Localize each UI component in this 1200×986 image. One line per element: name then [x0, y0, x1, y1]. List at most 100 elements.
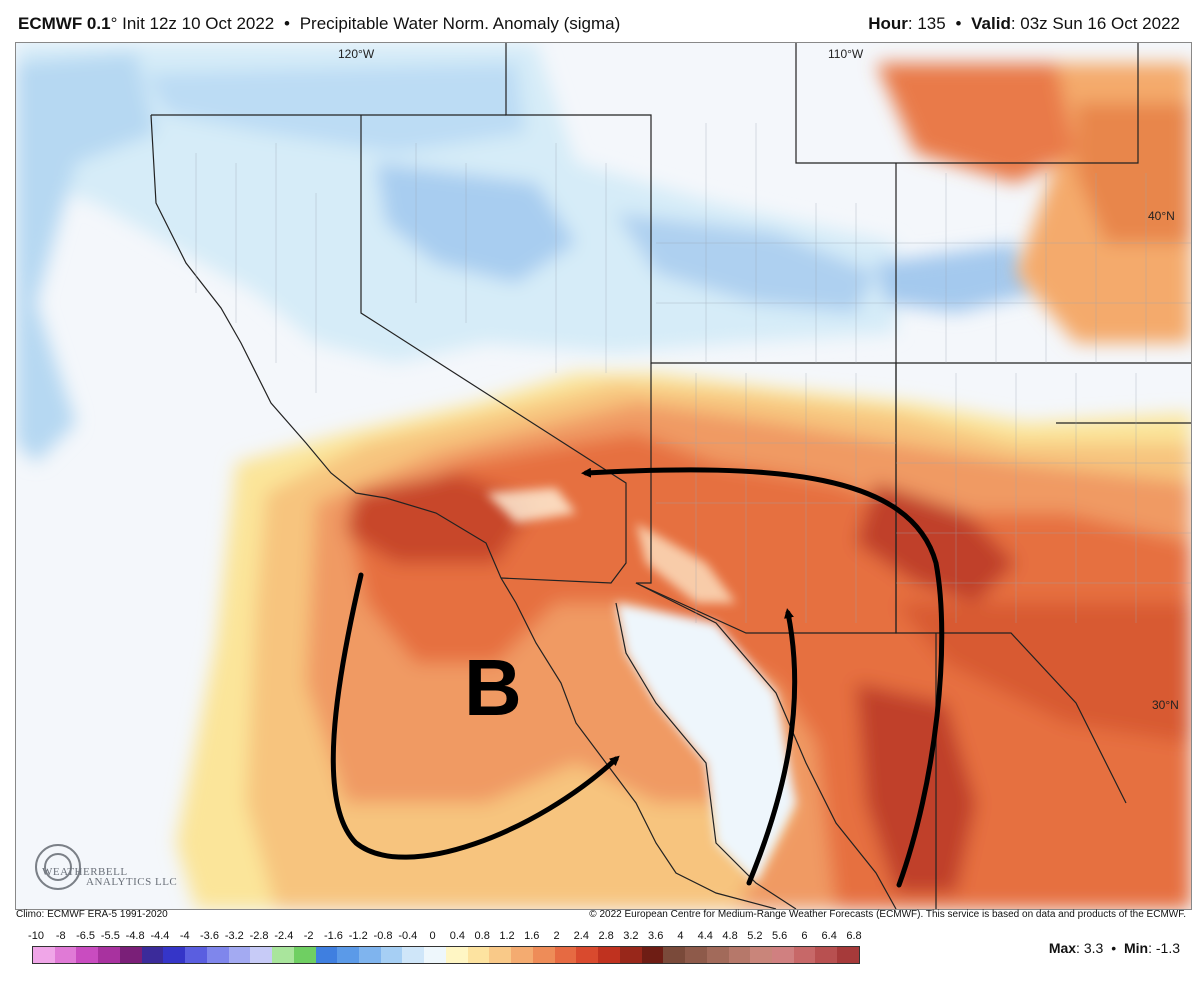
- border-ca-nv-az: [360, 115, 627, 584]
- colorbar-swatch: [576, 947, 599, 963]
- colorbar-tick-label: -2.4: [274, 930, 294, 942]
- hour-label: Hour: [868, 14, 908, 33]
- logo-subtext: ANALYTICS LLC: [86, 876, 177, 888]
- colorbar-swatch: [728, 947, 751, 963]
- climo-note: Climo: ECMWF ERA-5 1991-2020: [16, 909, 168, 920]
- colorbar-swatch: [750, 947, 772, 963]
- min-label: Min: [1123, 940, 1149, 956]
- colorbar-tick-label: -3.2: [224, 930, 244, 942]
- colorbar-tick-label: 6.4: [821, 930, 837, 942]
- colorbar-swatch: [424, 947, 446, 963]
- colorbar-swatch: [771, 947, 794, 963]
- colorbar-swatch: [554, 947, 577, 963]
- colorbar-ticks: -10 -8 -6.5 -5.5 -4.8 -4.4 -4 -3.6 -3.2 -2.8 -2.4-…: [28, 930, 862, 944]
- min-value: : -1.3: [1148, 940, 1180, 956]
- colorbar-swatch: [511, 947, 533, 963]
- colorbar-tick-label: 5.2: [747, 930, 763, 942]
- colorbar-tick-label: -4.8: [125, 930, 145, 942]
- colorbar-swatch: [706, 947, 729, 963]
- degree-mark: °: [110, 14, 118, 33]
- colorbar-tick-label: 2.4: [573, 930, 589, 942]
- colorbar-tick-label: -5.5: [100, 930, 120, 942]
- copyright-note: © 2022 European Centre for Medium-Range …: [589, 909, 1186, 920]
- map-panel: 120°W 110°W 40°N 30°N B WEATHERBELL ANAL…: [15, 42, 1192, 910]
- colorbar-swatch: [793, 947, 816, 963]
- colorbar-swatch: [641, 947, 664, 963]
- colorbar-tick-label: 6.8: [846, 930, 862, 942]
- colorbar-swatch: [163, 947, 186, 963]
- colorbar-tick-label: -2.8: [249, 930, 269, 942]
- colorbar-tick-label: 3.2: [623, 930, 639, 942]
- colorbar-swatch: [467, 947, 490, 963]
- max-min-stats: Max: 3.3 • Min: -1.3: [1049, 940, 1180, 956]
- lat-label-30n: 30°N: [1152, 698, 1179, 712]
- lon-label-110w: 110°W: [828, 47, 864, 61]
- colorbar-tick-label: 0.4: [449, 930, 466, 942]
- colorbar-tick-label: -2: [303, 930, 314, 942]
- colorbar-swatch: [489, 947, 512, 963]
- logo-text: WEATHERBELL: [42, 866, 128, 878]
- colorbar-tick-label: 4.8: [722, 930, 738, 942]
- colorbar-tick-label: -0.4: [398, 930, 418, 942]
- bullet-separator: •: [1111, 940, 1117, 956]
- annotation-letter-b: B: [464, 643, 522, 732]
- colorbar-tick-label: -1.6: [323, 930, 343, 942]
- map-canvas: 120°W 110°W 40°N 30°N B WEATHERBELL ANAL…: [16, 43, 1191, 909]
- colorbar-swatch: [685, 947, 707, 963]
- colorbar-swatch: [250, 947, 273, 963]
- colorbar-tick-label: 4: [677, 930, 684, 942]
- weatherbell-logo: WEATHERBELL ANALYTICS LLC: [35, 844, 177, 890]
- colorbar-tick-label: 2.8: [598, 930, 614, 942]
- colorbar-swatch: [445, 947, 468, 963]
- hour-value: : 135: [907, 14, 946, 33]
- colorbar-swatch: [619, 947, 642, 963]
- colorbar-tick-label: -3.6: [200, 930, 219, 942]
- colorbar-tick-label: 6: [801, 930, 808, 942]
- colorbar: -10 -8 -6.5 -5.5 -4.8 -4.4 -4 -3.6 -3.2 -2.8 -2.4-…: [28, 930, 862, 966]
- colorbar-tick-label: -4: [179, 930, 190, 942]
- county-lines: [195, 123, 1191, 623]
- colorbar-swatch: [98, 947, 120, 963]
- max-label: Max: [1048, 940, 1077, 956]
- coastline-gulf-east: [635, 582, 897, 909]
- colorbar-tick-label: 5.6: [771, 930, 788, 942]
- colorbar-swatch: [293, 947, 316, 963]
- bullet-separator: •: [955, 14, 962, 33]
- valid-value: : 03z Sun 16 Oct 2022: [1010, 14, 1180, 33]
- arrow-east-loop: [581, 467, 945, 888]
- coastline-gulf-west: [615, 602, 797, 909]
- border-nv-ut: [505, 43, 896, 364]
- colorbar-tick-label: 0: [429, 930, 436, 942]
- arrow-gulf-north: [746, 608, 798, 886]
- header: ECMWF 0.1° Init 12z 10 Oct 2022 • Precip…: [0, 0, 1200, 42]
- gulf-of-california: [616, 603, 796, 883]
- init-time: Init 12z 10 Oct 2022: [122, 14, 275, 33]
- colorbar-swatch: [598, 947, 620, 963]
- colorbar-swatch: [76, 947, 99, 963]
- bullet-separator: •: [284, 14, 290, 33]
- colorbar-swatch: [54, 947, 77, 963]
- colorbar-swatch: [359, 947, 381, 963]
- colorbar-swatch: [380, 947, 403, 963]
- colorbar-swatch: [141, 947, 164, 963]
- flow-arrows: [330, 467, 945, 888]
- colorbar-swatch: [272, 947, 294, 963]
- header-title: ECMWF 0.1° Init 12z 10 Oct 2022 • Precip…: [18, 14, 620, 34]
- colorbar-tick-label: 0.8: [474, 930, 490, 942]
- colorbar-tick-label: -8: [55, 930, 66, 942]
- colorbar-swatch: [337, 947, 360, 963]
- lon-label-120w: 120°W: [338, 47, 375, 61]
- colorbar-tick-label: 4.4: [697, 930, 713, 942]
- max-value: : 3.3: [1076, 940, 1104, 956]
- model-name: ECMWF 0.1: [18, 14, 111, 33]
- colorbar-tick-label: 3.6: [648, 930, 664, 942]
- arrow-loop-b: [330, 572, 620, 860]
- colorbar-swatch: [185, 947, 207, 963]
- colorbar-swatch: [119, 947, 142, 963]
- colorbar-swatch: [206, 947, 229, 963]
- colorbar-swatch: [815, 947, 838, 963]
- colorbar-swatches: [32, 946, 860, 964]
- colorbar-tick-label: -0.8: [373, 930, 393, 942]
- colorbar-tick-label: -1.2: [348, 930, 368, 942]
- border-nm-tx: [895, 163, 1127, 804]
